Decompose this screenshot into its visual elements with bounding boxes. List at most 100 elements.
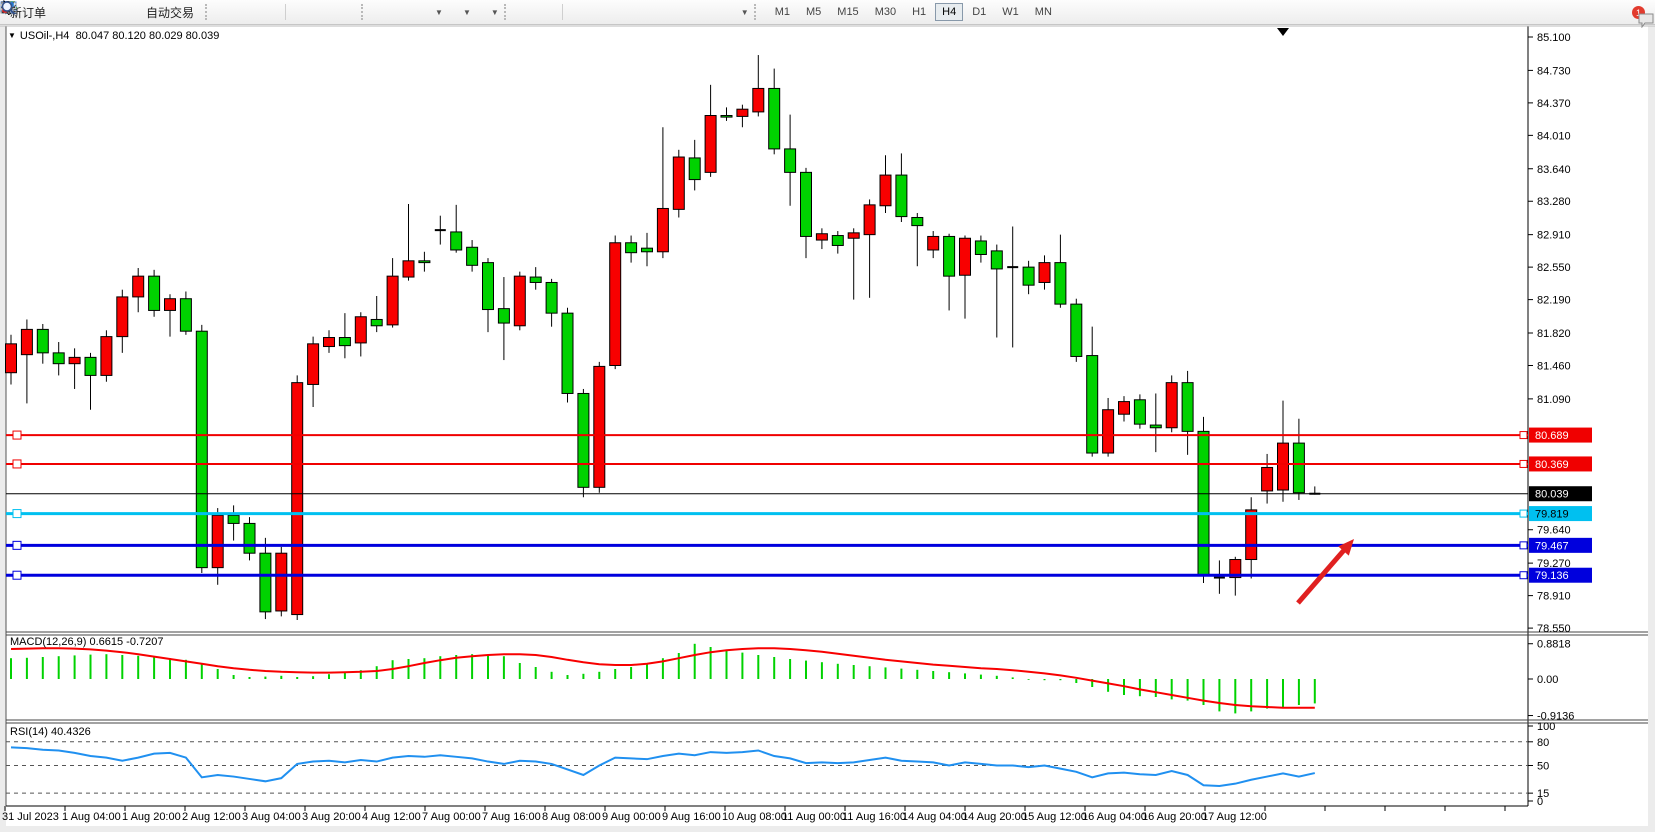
chart-autoscroll-icon[interactable] [1,2,415,22]
timeframe-button-W1[interactable]: W1 [1002,6,1019,18]
hline-price-badge [1529,537,1592,553]
candle-bullish [815,233,828,241]
new-order-button[interactable]: 新订单 [10,5,47,20]
time-tick-label: 7 Aug 00:00 [422,811,481,823]
timeframe-button-MN[interactable]: MN [1034,6,1052,18]
candle-bullish [1245,509,1258,561]
trend-arrow-head[interactable] [1338,539,1354,556]
search-icon[interactable] [1,1,1627,22]
candle-bullish [656,207,669,253]
timeframe-button-H1[interactable]: H1 [912,6,927,18]
candle-bullish [879,174,892,207]
time-tick-label: 14 Aug 20:00 [962,811,1027,823]
text-tool-icon[interactable]: A [4,0,699,22]
hline-axis-marker [1519,571,1528,580]
time-tick-label: 7 Aug 16:00 [482,811,541,823]
tile-windows-icon[interactable] [1,1,356,22]
timeframe-button-D1[interactable]: D1 [972,6,987,18]
template-icon[interactable] [0,1,493,22]
hline-selection-marker[interactable] [12,430,22,440]
auto-trading-icon[interactable] [0,2,140,22]
hline-selection-marker[interactable] [12,540,22,550]
line-chart-mode-icon[interactable] [0,1,281,22]
hline-price-badge-text: 79.819 [1535,509,1569,521]
toolbar-grip [753,4,759,20]
candle-bearish [641,247,653,253]
period-dropdown-caret[interactable]: ▼ [462,7,471,17]
toolbar-grip [503,4,509,20]
arrows-dropdown-caret[interactable]: ▼ [740,7,749,17]
toolbar-grip [361,4,366,20]
price-tick-label: 82.190 [1537,295,1571,307]
bar-chart-mode-icon[interactable] [1,2,237,22]
hline-price-badge-text: 79.467 [1535,540,1569,552]
horizontal-line-tool-icon[interactable] [1,2,611,22]
time-tick-label: 11 Aug 16:00 [842,811,906,823]
timeframe-button-M5[interactable]: M5 [806,6,822,18]
new-chart-dropdown-caret[interactable]: ▼ [435,7,443,17]
candle-bearish [1022,266,1035,286]
time-tick-label: 4 Aug 12:00 [362,811,421,823]
candle-bearish [466,246,479,266]
text-label-tool-icon[interactable]: T [0,1,721,22]
time-tick-label: 14 Aug 04:00 [902,811,967,823]
hline-price-badge-text: 80.369 [1535,459,1569,471]
timeframe-button-M1[interactable]: M1 [774,6,790,18]
candle-bearish [1181,382,1194,432]
candle-bullish [863,204,876,236]
auto-trading-button[interactable]: 自动交易 [146,5,195,20]
one-click-trading-toggle-icon[interactable]: ▼ [8,31,16,40]
trend-arrow-object[interactable] [1296,547,1347,605]
candle-bullish [291,382,304,616]
terminal-icon[interactable] [0,1,96,22]
macd-axis-label: 0.8818 [1537,639,1571,651]
chart-shift-icon[interactable] [1,2,393,22]
vertical-line-tool-icon[interactable] [7,1,589,22]
cursor-tool-icon[interactable] [3,0,536,22]
candle-bullish [20,328,33,356]
candle-bullish [609,242,622,366]
price-tick-label: 79.270 [1537,558,1571,570]
candle-bearish [768,87,781,150]
timeframe-button-M15[interactable]: M15 [837,6,859,18]
chart-shift-marker[interactable] [1277,28,1289,36]
chart-symbol-timeframe: USOil-,H4 [19,30,70,42]
period-clock-icon[interactable] [1,1,465,22]
trendline-tool-icon[interactable] [1,1,633,22]
candle-bearish [577,392,590,488]
channel-tool-icon[interactable]: E [1,2,655,22]
toolbar-grip [205,4,210,20]
zoom-in-icon[interactable] [1,1,312,22]
svg-text:F: F [13,9,17,15]
rsi-axis-label: 15 [1537,788,1549,800]
candle-bearish [943,235,956,277]
arrows-tool-icon[interactable] [2,2,743,22]
hline-selection-marker[interactable] [12,570,22,580]
rsi-indicator-label: RSI(14) 40.4326 [10,726,91,738]
time-tick-label: 16 Aug 04:00 [1082,811,1147,823]
zoom-out-icon[interactable] [1,1,334,22]
price-tick-label: 84.730 [1537,65,1571,77]
template-dropdown-caret[interactable]: ▼ [490,7,499,17]
candle-bearish [800,171,812,237]
hline-selection-marker[interactable] [12,509,22,519]
signal-icon[interactable] [2,2,118,22]
candle-bearish [243,522,256,554]
candle-bullish [1229,559,1242,579]
rsi-axis-label: 0 [1537,796,1543,808]
timeframe-button-H4[interactable]: H4 [935,3,964,21]
candle-bearish [36,328,49,354]
candle-bearish [895,174,908,218]
market-watch-icon[interactable] [0,2,74,22]
candlestick-mode-icon[interactable] [2,1,259,22]
hline-selection-marker[interactable] [12,459,22,469]
candle-bearish [529,276,542,283]
candle-bullish [402,260,415,278]
time-tick-label: 8 Aug 08:00 [542,811,601,823]
fibonacci-tool-icon[interactable]: F [1,2,677,22]
timeframe-button-M30[interactable]: M30 [874,6,897,18]
crosshair-tool-icon[interactable] [1,1,558,22]
new-chart-icon[interactable] [0,1,437,22]
